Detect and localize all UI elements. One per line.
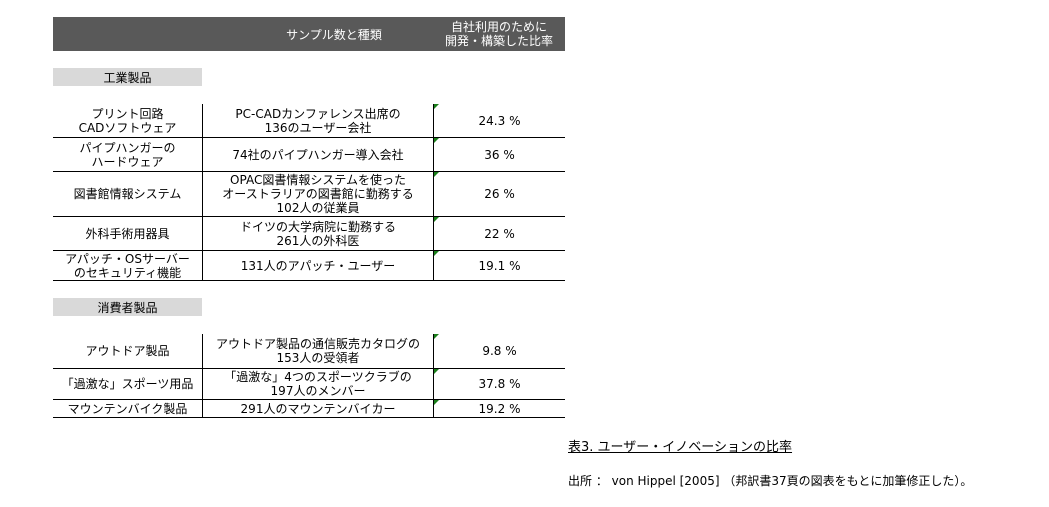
header-ratio-line1: 自社利用のために	[450, 20, 547, 34]
ratio-cell: 36 %	[434, 138, 565, 171]
comment-marker-icon	[434, 400, 439, 405]
product-cell: 図書館情報システム	[53, 172, 203, 216]
table-row: アウトドア製品 アウトドア製品の通信販売カタログの 153人の受領者 9.8 %	[53, 334, 565, 369]
sample-text: 102人の従業員	[276, 201, 360, 215]
ratio-cell: 19.2 %	[434, 400, 565, 417]
ratio-cell: 24.3 %	[434, 104, 565, 137]
table-row: マウンテンバイク製品 291人のマウンテンバイカー 19.2 %	[53, 400, 565, 418]
ratio-value: 36 %	[484, 147, 515, 162]
product-cell: アパッチ・OSサーバー のセキュリティ機能	[53, 251, 203, 280]
comment-marker-icon	[434, 217, 439, 222]
sample-text: アウトドア製品の通信販売カタログの	[215, 337, 420, 351]
sample-text: 「過激な」4つのスポーツクラブの	[224, 370, 412, 384]
product-cell: マウンテンバイク製品	[53, 400, 203, 417]
sample-cell: 「過激な」4つのスポーツクラブの 197人のメンバー	[203, 369, 434, 399]
ratio-value: 22 %	[484, 226, 515, 241]
sample-cell: 291人のマウンテンバイカー	[203, 400, 434, 417]
header-ratio-line2: 開発・構築した比率	[444, 34, 553, 48]
header-ratio: 自社利用のために 開発・構築した比率	[433, 19, 565, 49]
sample-text: オーストラリアの図書館に勤務する	[222, 187, 414, 201]
sample-text: 291人のマウンテンバイカー	[240, 401, 396, 416]
sample-text: OPAC図書情報システムを使った	[230, 173, 406, 187]
sample-text: 261人の外科医	[276, 233, 360, 248]
table-row: プリント回路 CADソフトウェア PC-CADカンファレンス出席の 136のユーザー会…	[53, 104, 565, 138]
ratio-value: 19.2 %	[478, 401, 521, 416]
product-text: アウトドア製品	[85, 344, 170, 358]
product-cell: アウトドア製品	[53, 334, 203, 368]
ratio-value: 24.3 %	[478, 113, 521, 128]
product-text: マウンテンバイク製品	[67, 401, 188, 416]
product-text: ハードウェア	[91, 154, 164, 169]
ratio-cell: 22 %	[434, 217, 565, 250]
sample-text: 153人の受領者	[276, 351, 360, 365]
product-text: 「過激な」スポーツ用品	[61, 377, 194, 391]
sample-text: 74社のパイプハンガー導入会社	[232, 147, 404, 162]
ratio-cell: 9.8 %	[434, 334, 565, 368]
comment-marker-icon	[434, 369, 439, 374]
ratio-value: 9.8 %	[482, 344, 517, 358]
product-cell: 「過激な」スポーツ用品	[53, 369, 203, 399]
sample-text: PC-CADカンファレンス出席の	[235, 106, 401, 121]
ratio-value: 26 %	[484, 187, 515, 201]
comment-marker-icon	[434, 251, 439, 256]
sample-text: 136のユーザー会社	[264, 120, 372, 135]
table-row: 図書館情報システム OPAC図書情報システムを使った オーストラリアの図書館に勤務す…	[53, 172, 565, 217]
ratio-cell: 26 %	[434, 172, 565, 216]
sample-text: 197人のメンバー	[270, 384, 366, 398]
product-text: 外科手術用器具	[85, 226, 170, 241]
header-sample-type: サンプル数と種類	[286, 27, 382, 42]
product-cell: 外科手術用器具	[53, 217, 203, 250]
table-caption: 表3. ユーザー・イノベーションの比率	[568, 440, 793, 455]
product-text: パイプハンガーの	[79, 140, 176, 155]
category-industrial: 工業製品	[53, 68, 202, 86]
ratio-cell: 37.8 %	[434, 369, 565, 399]
table-row: 外科手術用器具 ドイツの大学病院に勤務する 261人の外科医 22 %	[53, 217, 565, 251]
product-text: CADソフトウェア	[78, 120, 177, 135]
sample-cell: アウトドア製品の通信販売カタログの 153人の受領者	[203, 334, 434, 368]
sample-cell: PC-CADカンファレンス出席の 136のユーザー会社	[203, 104, 434, 137]
product-cell: プリント回路 CADソフトウェア	[53, 104, 203, 137]
ratio-value: 19.1 %	[478, 258, 521, 273]
sample-text: 131人のアパッチ・ユーザー	[240, 258, 396, 273]
table-row: アパッチ・OSサーバー のセキュリティ機能 131人のアパッチ・ユーザー 19.1 %	[53, 251, 565, 281]
product-text: アパッチ・OSサーバー	[65, 251, 190, 266]
source-note: 出所 ： von Hippel [2005] （邦訳書37頁の図表をもとに加筆修…	[568, 474, 973, 488]
comment-marker-icon	[434, 138, 439, 143]
table-row: パイプハンガーの ハードウェア 74社のパイプハンガー導入会社 36 %	[53, 138, 565, 172]
ratio-cell: 19.1 %	[434, 251, 565, 280]
sample-cell: 131人のアパッチ・ユーザー	[203, 251, 434, 280]
comment-marker-icon	[434, 172, 439, 177]
table-header: サンプル数と種類 自社利用のために 開発・構築した比率	[53, 17, 565, 51]
category-consumer: 消費者製品	[53, 298, 202, 316]
sample-cell: ドイツの大学病院に勤務する 261人の外科医	[203, 217, 434, 250]
comment-marker-icon	[434, 104, 439, 109]
sample-text: ドイツの大学病院に勤務する	[239, 219, 396, 234]
table-row: 「過激な」スポーツ用品 「過激な」4つのスポーツクラブの 197人のメンバー 37.8…	[53, 369, 565, 400]
product-text: のセキュリティ機能	[73, 265, 182, 280]
sample-cell: OPAC図書情報システムを使った オーストラリアの図書館に勤務する 102人の従業員	[203, 172, 434, 216]
ratio-value: 37.8 %	[478, 377, 521, 391]
comment-marker-icon	[434, 334, 439, 339]
sample-cell: 74社のパイプハンガー導入会社	[203, 138, 434, 171]
product-cell: パイプハンガーの ハードウェア	[53, 138, 203, 171]
product-text: プリント回路	[91, 106, 164, 121]
product-text: 図書館情報システム	[73, 187, 182, 201]
